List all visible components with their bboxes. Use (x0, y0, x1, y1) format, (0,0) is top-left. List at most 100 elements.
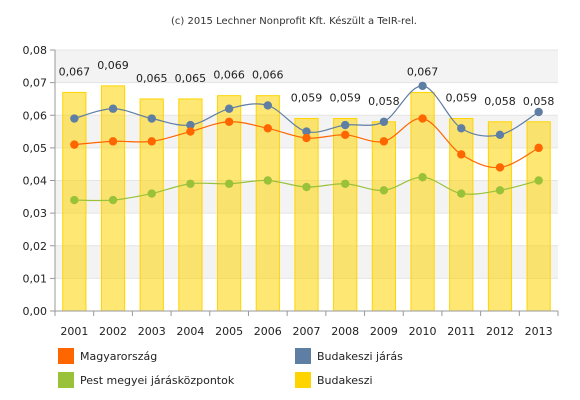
bar (371, 121, 396, 312)
data-point (70, 195, 79, 205)
data-label: 0,065 (175, 72, 207, 85)
data-point (340, 179, 350, 188)
axes: 0,00 0,01 0,02 0,03 0,04 0,05 0,06 0,07 0,08 2001… (23, 44, 559, 338)
data-point (379, 186, 389, 195)
x-tick-label: 2013 (525, 325, 553, 338)
bar (217, 95, 242, 312)
data-point (224, 117, 234, 126)
data-label: 0,059 (446, 92, 478, 105)
plot-band (55, 50, 558, 83)
data-point (457, 189, 466, 198)
x-tick-label: 2005 (215, 325, 243, 338)
data-point (418, 173, 427, 182)
data-point (224, 179, 234, 188)
data-point (302, 127, 311, 136)
data-label: 0,066 (213, 69, 245, 82)
y-tick-label: 0,00 (23, 305, 48, 318)
x-tick-label: 2009 (370, 325, 398, 338)
bar (139, 98, 164, 312)
data-point (263, 101, 273, 110)
data-point (108, 195, 118, 205)
legend-label: Pest megyei járásközpontok (80, 373, 235, 387)
data-label: 0,067 (407, 65, 439, 78)
x-tick-label: 2007 (293, 325, 321, 338)
legend-item-magyarorszag: Magyarország (58, 348, 157, 364)
y-tick-label: 0,06 (23, 109, 48, 122)
y-tick-label: 0,03 (23, 207, 48, 220)
data-point (186, 179, 195, 188)
data-point (495, 163, 505, 172)
data-labels: 0,067 0,069 0,065 0,065 0,066 0,066 0,059 0,059… (59, 59, 555, 108)
data-point (186, 120, 195, 130)
data-point (263, 124, 273, 133)
data-point (147, 137, 156, 146)
legend-label: Budakeszi (317, 373, 373, 387)
legend-swatch-budakeszi (295, 372, 311, 388)
data-point (418, 114, 427, 123)
series-lines (70, 81, 543, 205)
x-tick-label: 2008 (331, 325, 359, 338)
y-tick-label: 0,05 (23, 142, 48, 155)
x-tick-label: 2011 (447, 325, 475, 338)
data-point (224, 104, 234, 113)
legend-swatch-magyarorszag (58, 348, 74, 364)
data-label: 0,059 (291, 92, 323, 105)
data-point (263, 176, 273, 185)
bar (410, 91, 435, 312)
legend-item-pest-megyei: Pest megyei járásközpontok (58, 372, 234, 388)
y-tick-label: 0,08 (23, 44, 48, 57)
y-tick-label: 0,01 (23, 272, 48, 285)
data-point (534, 176, 543, 185)
legend-item-budakeszi-jaras: Budakeszi járás (295, 348, 403, 364)
x-tick-label: 2002 (99, 325, 127, 338)
data-point (186, 127, 195, 136)
chart-title: (c) 2015 Lechner Nonprofit Kft. Készült … (171, 15, 417, 27)
data-point (457, 124, 466, 133)
y-tick-label: 0,07 (23, 77, 48, 90)
data-label: 0,058 (523, 95, 555, 108)
bar (294, 118, 319, 312)
x-tick-label: 2004 (176, 325, 204, 338)
data-point (457, 150, 466, 159)
data-label: 0,058 (368, 95, 400, 108)
y-tick-label: 0,04 (23, 175, 48, 188)
data-point (534, 107, 543, 117)
data-point (379, 117, 389, 126)
bar (487, 121, 513, 312)
data-point (147, 114, 156, 123)
legend-swatch-budakeszi-jaras (295, 348, 311, 364)
data-point (418, 81, 427, 91)
data-point (340, 120, 350, 130)
legend-label: Budakeszi járás (317, 349, 403, 363)
legend-item-budakeszi: Budakeszi (295, 372, 373, 388)
data-label: 0,066 (252, 69, 284, 82)
legend-swatch-pest-megyei (58, 372, 74, 388)
x-tick-label: 2012 (486, 325, 514, 338)
legend: Magyarország Budakeszi járás Pest megyei… (58, 348, 558, 392)
data-point (108, 137, 118, 146)
data-label: 0,069 (97, 59, 129, 72)
data-label: 0,059 (329, 92, 361, 105)
data-label: 0,058 (484, 95, 516, 108)
x-tick-label: 2006 (254, 325, 282, 338)
data-point (108, 104, 118, 113)
data-point (340, 130, 350, 140)
data-point (379, 137, 389, 146)
data-label: 0,067 (59, 65, 91, 78)
x-tick-label: 2001 (60, 325, 88, 338)
data-point (147, 189, 156, 198)
data-point (302, 182, 311, 192)
data-point (302, 133, 311, 143)
x-tick-label: 2003 (138, 325, 166, 338)
y-tick-label: 0,02 (23, 240, 48, 253)
data-point (534, 143, 543, 153)
data-point (495, 130, 505, 140)
plot-band (55, 82, 558, 116)
data-point (495, 186, 505, 195)
x-tick-label: 2010 (409, 325, 437, 338)
data-label: 0,065 (136, 72, 168, 85)
data-point (70, 114, 79, 123)
data-point (70, 140, 79, 149)
bar (333, 118, 358, 312)
